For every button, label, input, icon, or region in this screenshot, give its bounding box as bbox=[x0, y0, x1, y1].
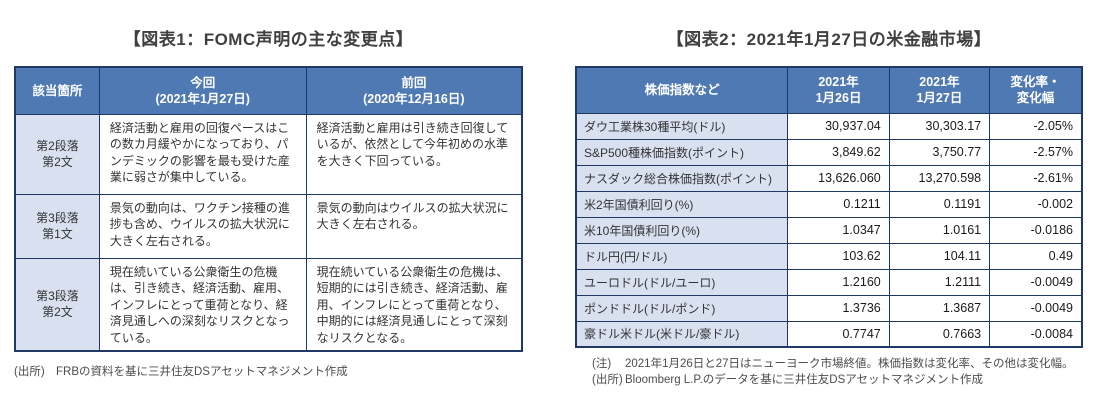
value-jan27: 1.0161 bbox=[888, 216, 991, 244]
current-text: 景気の動向は、ワクチン接種の進捗も含め、ウイルスの拡大状況に大きく左右される。 bbox=[98, 193, 307, 259]
value-jan27: 1.3687 bbox=[888, 294, 991, 322]
row-label: 第2段落 第2文 bbox=[14, 113, 100, 195]
figure1-source-note: (出所) FRBの資料を基に三井住友DSアセットマネジメント作成 bbox=[14, 365, 523, 381]
note-label: (注) bbox=[592, 358, 612, 370]
figure2-title: 【図表2：2021年1月27日の米金融市場】 bbox=[666, 30, 992, 49]
figure2-col-jan27: 2021年 1月27日 bbox=[888, 66, 991, 114]
value-jan26: 0.1211 bbox=[787, 190, 890, 218]
source-text: FRBの資料を基に三井住友DSアセットマネジメント作成 bbox=[56, 366, 348, 379]
value-jan27: 0.7663 bbox=[888, 320, 991, 348]
value-jan26: 1.2160 bbox=[787, 268, 890, 296]
value-jan26: 1.3736 bbox=[787, 294, 890, 322]
index-name: ドル円(円/ドル) bbox=[575, 242, 789, 270]
table-row: 米2年国債利回り(%) 0.1211 0.1191 -0.002 bbox=[575, 190, 1083, 218]
index-name: ダウ工業株30種平均(ドル) bbox=[575, 112, 789, 140]
figure1-col-previous: 前回 (2020年12月16日) bbox=[305, 66, 523, 115]
value-change: -0.0186 bbox=[989, 216, 1083, 244]
table-row: ユーロドル(ドル/ユーロ) 1.2160 1.2111 -0.0049 bbox=[575, 268, 1083, 296]
index-name: ナスダック総合株価指数(ポイント) bbox=[575, 164, 789, 192]
index-name: 米2年国債利回り(%) bbox=[575, 190, 789, 218]
figure2-source-note: (出所) Bloomberg L.P.のデータを基に三井住友DSアセットマネジメ… bbox=[575, 373, 1083, 389]
value-change: -0.0084 bbox=[989, 320, 1083, 348]
table-row: 第3段落 第1文 景気の動向は、ワクチン接種の進捗も含め、ウイルスの拡大状況に大… bbox=[14, 193, 523, 259]
figure2-col-change: 変化率・ 変化幅 bbox=[989, 66, 1083, 114]
previous-text: 経済活動と雇用は引き続き回復しているが、依然として今年初めの水準を大きく下回って… bbox=[305, 113, 523, 195]
value-jan26: 30,937.04 bbox=[787, 112, 890, 140]
table-row: S&P500種株価指数(ポイント) 3,849.62 3,750.77 -2.5… bbox=[575, 138, 1083, 166]
figure1-col-current: 今回 (2021年1月27日) bbox=[98, 66, 307, 115]
figure2-table: 株価指数など 2021年 1月26日 2021年 1月27日 変化率・ 変化幅 … bbox=[575, 66, 1083, 348]
source-label: (出所) bbox=[592, 373, 623, 386]
value-jan27: 13,270.598 bbox=[888, 164, 991, 192]
previous-text: 景気の動向はウイルスの拡大状況に大きく左右される。 bbox=[305, 193, 523, 259]
value-jan26: 13,626.060 bbox=[787, 164, 890, 192]
value-jan26: 1.0347 bbox=[787, 216, 890, 244]
value-jan27: 3,750.77 bbox=[888, 138, 991, 166]
index-name: 米10年国債利回り(%) bbox=[575, 216, 789, 244]
value-change: -2.05% bbox=[989, 112, 1083, 140]
value-jan26: 103.62 bbox=[787, 242, 890, 270]
value-jan27: 1.2111 bbox=[888, 268, 991, 296]
figure2-col-index: 株価指数など bbox=[575, 66, 789, 114]
figure1-title: 【図表1：FOMC声明の主な変更点】 bbox=[123, 30, 414, 49]
previous-text: 現在続いている公衆衛生の危機は、短期的には引き続き、経済活動、雇用、インフレにと… bbox=[305, 257, 523, 352]
table-row: 豪ドル米ドル(米ドル/豪ドル) 0.7747 0.7663 -0.0084 bbox=[575, 320, 1083, 348]
figure2-note: (注) 2021年1月26日と27日はニューヨーク市場終値。株価指数は変化率、そ… bbox=[575, 357, 1083, 373]
value-jan26: 0.7747 bbox=[787, 320, 890, 348]
value-change: -0.0049 bbox=[989, 294, 1083, 322]
table-row: ドル円(円/ドル) 103.62 104.11 0.49 bbox=[575, 242, 1083, 270]
value-jan27: 104.11 bbox=[888, 242, 991, 270]
value-change: -0.0049 bbox=[989, 268, 1083, 296]
row-label: 第3段落 第1文 bbox=[14, 193, 100, 259]
value-jan26: 3,849.62 bbox=[787, 138, 890, 166]
figure2-panel: 【図表2：2021年1月27日の米金融市場】 株価指数など 2021年 1月26… bbox=[575, 28, 1083, 388]
figure1-header-row: 該当箇所 今回 (2021年1月27日) 前回 (2020年12月16日) bbox=[14, 66, 523, 115]
note-text: 2021年1月26日と27日はニューヨーク市場終値。株価指数は変化率、その他は変… bbox=[625, 358, 1074, 370]
table-row: ナスダック総合株価指数(ポイント) 13,626.060 13,270.598 … bbox=[575, 164, 1083, 192]
current-text: 経済活動と雇用の回復ペースはこの数カ月緩やかになっており、パンデミックの影響を最… bbox=[98, 113, 307, 195]
index-name: S&P500種株価指数(ポイント) bbox=[575, 138, 789, 166]
row-label: 第3段落 第2文 bbox=[14, 257, 100, 352]
index-name: ポンドドル(ドル/ポンド) bbox=[575, 294, 789, 322]
figure1-table: 該当箇所 今回 (2021年1月27日) 前回 (2020年12月16日) 第2… bbox=[14, 66, 523, 353]
figure2-header-row: 株価指数など 2021年 1月26日 2021年 1月27日 変化率・ 変化幅 bbox=[575, 66, 1083, 114]
table-row: ダウ工業株30種平均(ドル) 30,937.04 30,303.17 -2.05… bbox=[575, 112, 1083, 140]
value-change: -2.61% bbox=[989, 164, 1083, 192]
table-row: ポンドドル(ドル/ポンド) 1.3736 1.3687 -0.0049 bbox=[575, 294, 1083, 322]
source-text: Bloomberg L.P.のデータを基に三井住友DSアセットマネジメント作成 bbox=[625, 373, 984, 386]
figure1-col-location: 該当箇所 bbox=[14, 66, 100, 115]
current-text: 現在続いている公衆衛生の危機は、引き続き、経済活動、雇用、インフレにとって重荷と… bbox=[98, 257, 307, 352]
value-change: 0.49 bbox=[989, 242, 1083, 270]
source-label: (出所) bbox=[14, 366, 45, 379]
value-jan27: 30,303.17 bbox=[888, 112, 991, 140]
figure1-panel: 【図表1：FOMC声明の主な変更点】 該当箇所 今回 (2021年1月27日) … bbox=[14, 28, 523, 381]
value-change: -0.002 bbox=[989, 190, 1083, 218]
figure2-col-jan26: 2021年 1月26日 bbox=[787, 66, 890, 114]
index-name: ユーロドル(ドル/ユーロ) bbox=[575, 268, 789, 296]
value-change: -2.57% bbox=[989, 138, 1083, 166]
index-name: 豪ドル米ドル(米ドル/豪ドル) bbox=[575, 320, 789, 348]
value-jan27: 0.1191 bbox=[888, 190, 991, 218]
table-row: 第3段落 第2文 現在続いている公衆衛生の危機は、引き続き、経済活動、雇用、イン… bbox=[14, 257, 523, 352]
table-row: 第2段落 第2文 経済活動と雇用の回復ペースはこの数カ月緩やかになっており、パン… bbox=[14, 113, 523, 195]
table-row: 米10年国債利回り(%) 1.0347 1.0161 -0.0186 bbox=[575, 216, 1083, 244]
